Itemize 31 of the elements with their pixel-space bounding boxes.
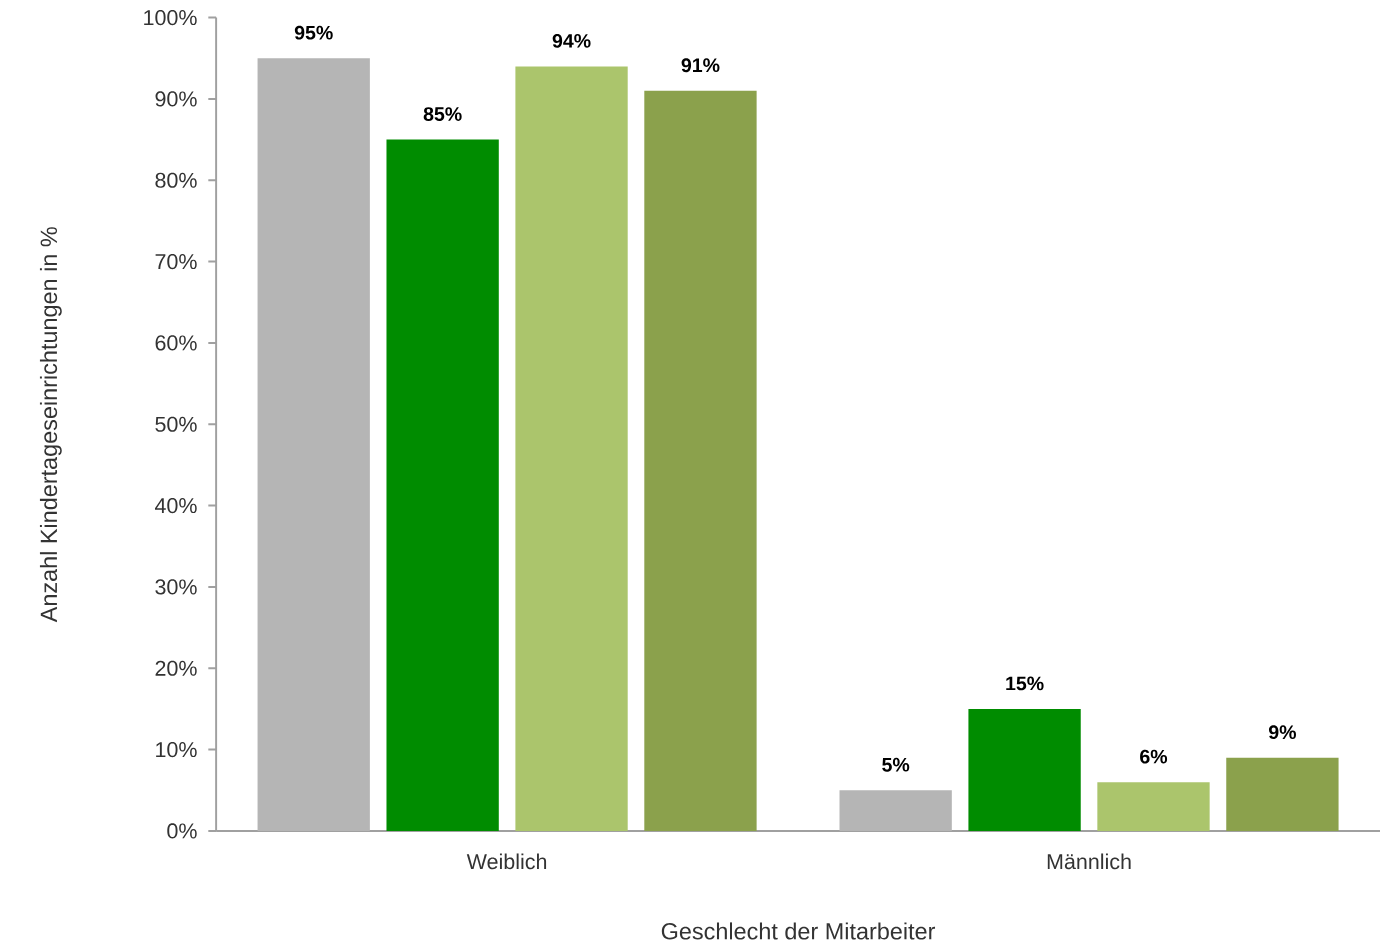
bar	[839, 790, 952, 831]
y-tick-label: 100%	[144, 9, 197, 26]
bar	[1097, 782, 1210, 831]
y-tick-label: 0%	[167, 823, 197, 839]
y-tick-label: 30%	[155, 579, 197, 595]
bar	[644, 90, 757, 831]
data-label: 6%	[1140, 749, 1168, 764]
data-label: 9%	[1268, 725, 1296, 739]
data-label: 85%	[423, 107, 462, 121]
y-axis-title: Anzahl Kindertageseinrichtungen in %	[39, 227, 62, 623]
x-tick-label: Weiblich	[466, 853, 547, 870]
bar	[1226, 757, 1339, 831]
y-tick-label: 90%	[155, 91, 197, 107]
y-tick-label: 80%	[155, 172, 197, 188]
y-tick-label: 40%	[155, 497, 197, 514]
data-label: 95%	[294, 25, 333, 40]
data-label: 91%	[681, 58, 720, 73]
data-label: 15%	[1006, 676, 1044, 691]
data-label: 5%	[882, 757, 910, 772]
y-tick-label: 60%	[155, 335, 197, 351]
y-tick-label: 50%	[155, 416, 197, 432]
x-tick-label: Männlich	[1047, 853, 1131, 870]
y-tick-label: 20%	[155, 660, 197, 676]
y-tick-label: 10%	[156, 741, 197, 758]
bar	[386, 139, 499, 831]
bar	[968, 708, 1081, 831]
y-tick-label: 70%	[155, 253, 197, 270]
x-axis-title: Geschlecht der Mitarbeiter	[661, 922, 936, 940]
bar	[257, 58, 370, 831]
bar	[515, 66, 628, 831]
data-label: 94%	[552, 33, 591, 48]
